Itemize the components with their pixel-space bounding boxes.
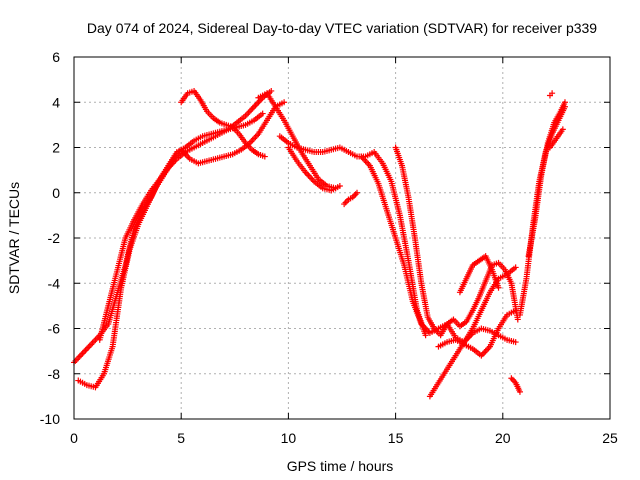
data-point — [549, 90, 556, 97]
data-point — [512, 307, 519, 314]
data-point — [281, 99, 288, 106]
y-tick-label: 2 — [52, 140, 60, 156]
y-tick-label: -4 — [48, 275, 61, 291]
y-tick-label: 0 — [52, 185, 60, 201]
y-tick-label: -2 — [48, 230, 61, 246]
series-track-14 — [508, 375, 523, 395]
data-point — [516, 388, 523, 395]
y-tick-label: -8 — [48, 366, 61, 382]
data-point — [495, 284, 502, 291]
data-marks — [71, 87, 568, 400]
data-point — [514, 316, 521, 323]
series-track-8 — [341, 189, 361, 208]
x-axis-label: GPS time / hours — [287, 458, 394, 474]
axis-ticks — [73, 56, 611, 420]
series-track-11 — [426, 325, 519, 400]
series-track-9 — [358, 153, 519, 346]
y-tick-labels: -10 -8 -6 -4 -2 0 2 4 6 — [40, 49, 60, 427]
x-tick-label: 15 — [388, 430, 404, 446]
grid-layer — [74, 57, 610, 419]
y-tick-label: -10 — [40, 411, 60, 427]
y-tick-label: 6 — [52, 49, 60, 65]
y-tick-label: -6 — [48, 321, 61, 337]
data-point — [561, 99, 568, 106]
x-tick-labels: 0 5 10 15 20 25 — [70, 430, 618, 446]
data-point — [512, 264, 519, 271]
series-track-10 — [392, 144, 521, 339]
data-point — [259, 110, 266, 117]
series-track-13 — [456, 253, 502, 296]
data-point — [512, 339, 519, 346]
y-axis-label: SDTVAR / TECUs — [6, 182, 22, 294]
y-tick-label: 4 — [52, 94, 60, 110]
data-point — [422, 332, 429, 339]
data-point — [354, 189, 361, 196]
chart-title: Day 074 of 2024, Sidereal Day-to-day VTE… — [87, 20, 597, 36]
x-tick-label: 10 — [281, 430, 297, 446]
series-track-4 — [178, 87, 268, 160]
series-track-5 — [255, 90, 339, 192]
series-track-18 — [546, 90, 556, 99]
x-tick-label: 20 — [495, 430, 511, 446]
x-tick-label: 0 — [70, 430, 78, 446]
series-track-7 — [285, 144, 343, 194]
data-point — [559, 126, 566, 133]
series-track-12 — [435, 307, 519, 359]
data-point — [336, 182, 343, 189]
series-track-17 — [546, 126, 566, 151]
x-tick-label: 5 — [177, 430, 185, 446]
data-point — [268, 87, 275, 94]
series-track-16 — [525, 99, 568, 260]
x-tick-label: 25 — [602, 430, 618, 446]
data-point — [261, 153, 268, 160]
